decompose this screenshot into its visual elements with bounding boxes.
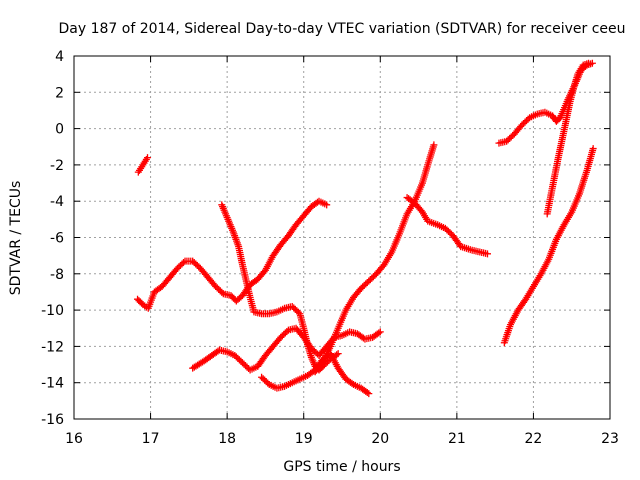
series-s3: [218, 201, 342, 374]
data-point: [365, 390, 373, 398]
series-s1: [134, 154, 152, 176]
x-tick-label: 23: [601, 431, 619, 447]
data-point: [376, 328, 384, 336]
tick-labels: 16 17 18 19 20 21 22 23 -16 -14 -12 -10 -8 -6 -4 -2 0 2 4: [41, 49, 619, 447]
data-markers: [134, 59, 597, 398]
x-tick-label: 18: [218, 431, 236, 447]
x-tick-label: 16: [65, 431, 83, 447]
chart-title: Day 187 of 2014, Sidereal Day-to-day VTE…: [58, 21, 625, 37]
data-point: [294, 308, 302, 316]
series-s9: [543, 59, 593, 218]
y-tick-label: 0: [55, 122, 64, 138]
axis-ticks: [73, 55, 611, 420]
data-point: [334, 350, 342, 358]
x-tick-label: 21: [448, 431, 466, 447]
data-point: [483, 250, 491, 258]
data-point: [585, 59, 593, 67]
y-tick-label: -6: [50, 231, 64, 247]
series-s4: [189, 324, 384, 374]
data-point: [589, 145, 597, 153]
y-tick-label: 4: [55, 49, 64, 65]
data-point: [375, 329, 383, 337]
data-point: [179, 259, 187, 267]
data-point: [144, 154, 152, 162]
series-s7: [403, 194, 491, 258]
data-point: [323, 201, 331, 209]
x-axis-label: GPS time / hours: [283, 459, 400, 475]
data-point: [363, 389, 371, 397]
series-s10: [500, 145, 597, 347]
x-tick-label: 22: [525, 431, 543, 447]
y-tick-label: -14: [41, 376, 64, 392]
y-tick-label: -12: [41, 339, 64, 355]
data-point: [333, 351, 341, 359]
x-tick-label: 17: [142, 431, 160, 447]
y-tick-label: -2: [50, 158, 64, 174]
y-tick-label: -8: [50, 267, 64, 283]
series-s6: [311, 141, 438, 376]
y-axis-label: SDTVAR / TECUs: [8, 181, 24, 296]
x-tick-label: 20: [371, 431, 389, 447]
y-tick-label: 2: [55, 85, 64, 101]
data-point: [430, 141, 438, 149]
y-tick-label: -4: [50, 194, 64, 210]
y-tick-label: -16: [41, 412, 64, 428]
x-tick-label: 19: [295, 431, 313, 447]
y-tick-label: -10: [41, 303, 64, 319]
